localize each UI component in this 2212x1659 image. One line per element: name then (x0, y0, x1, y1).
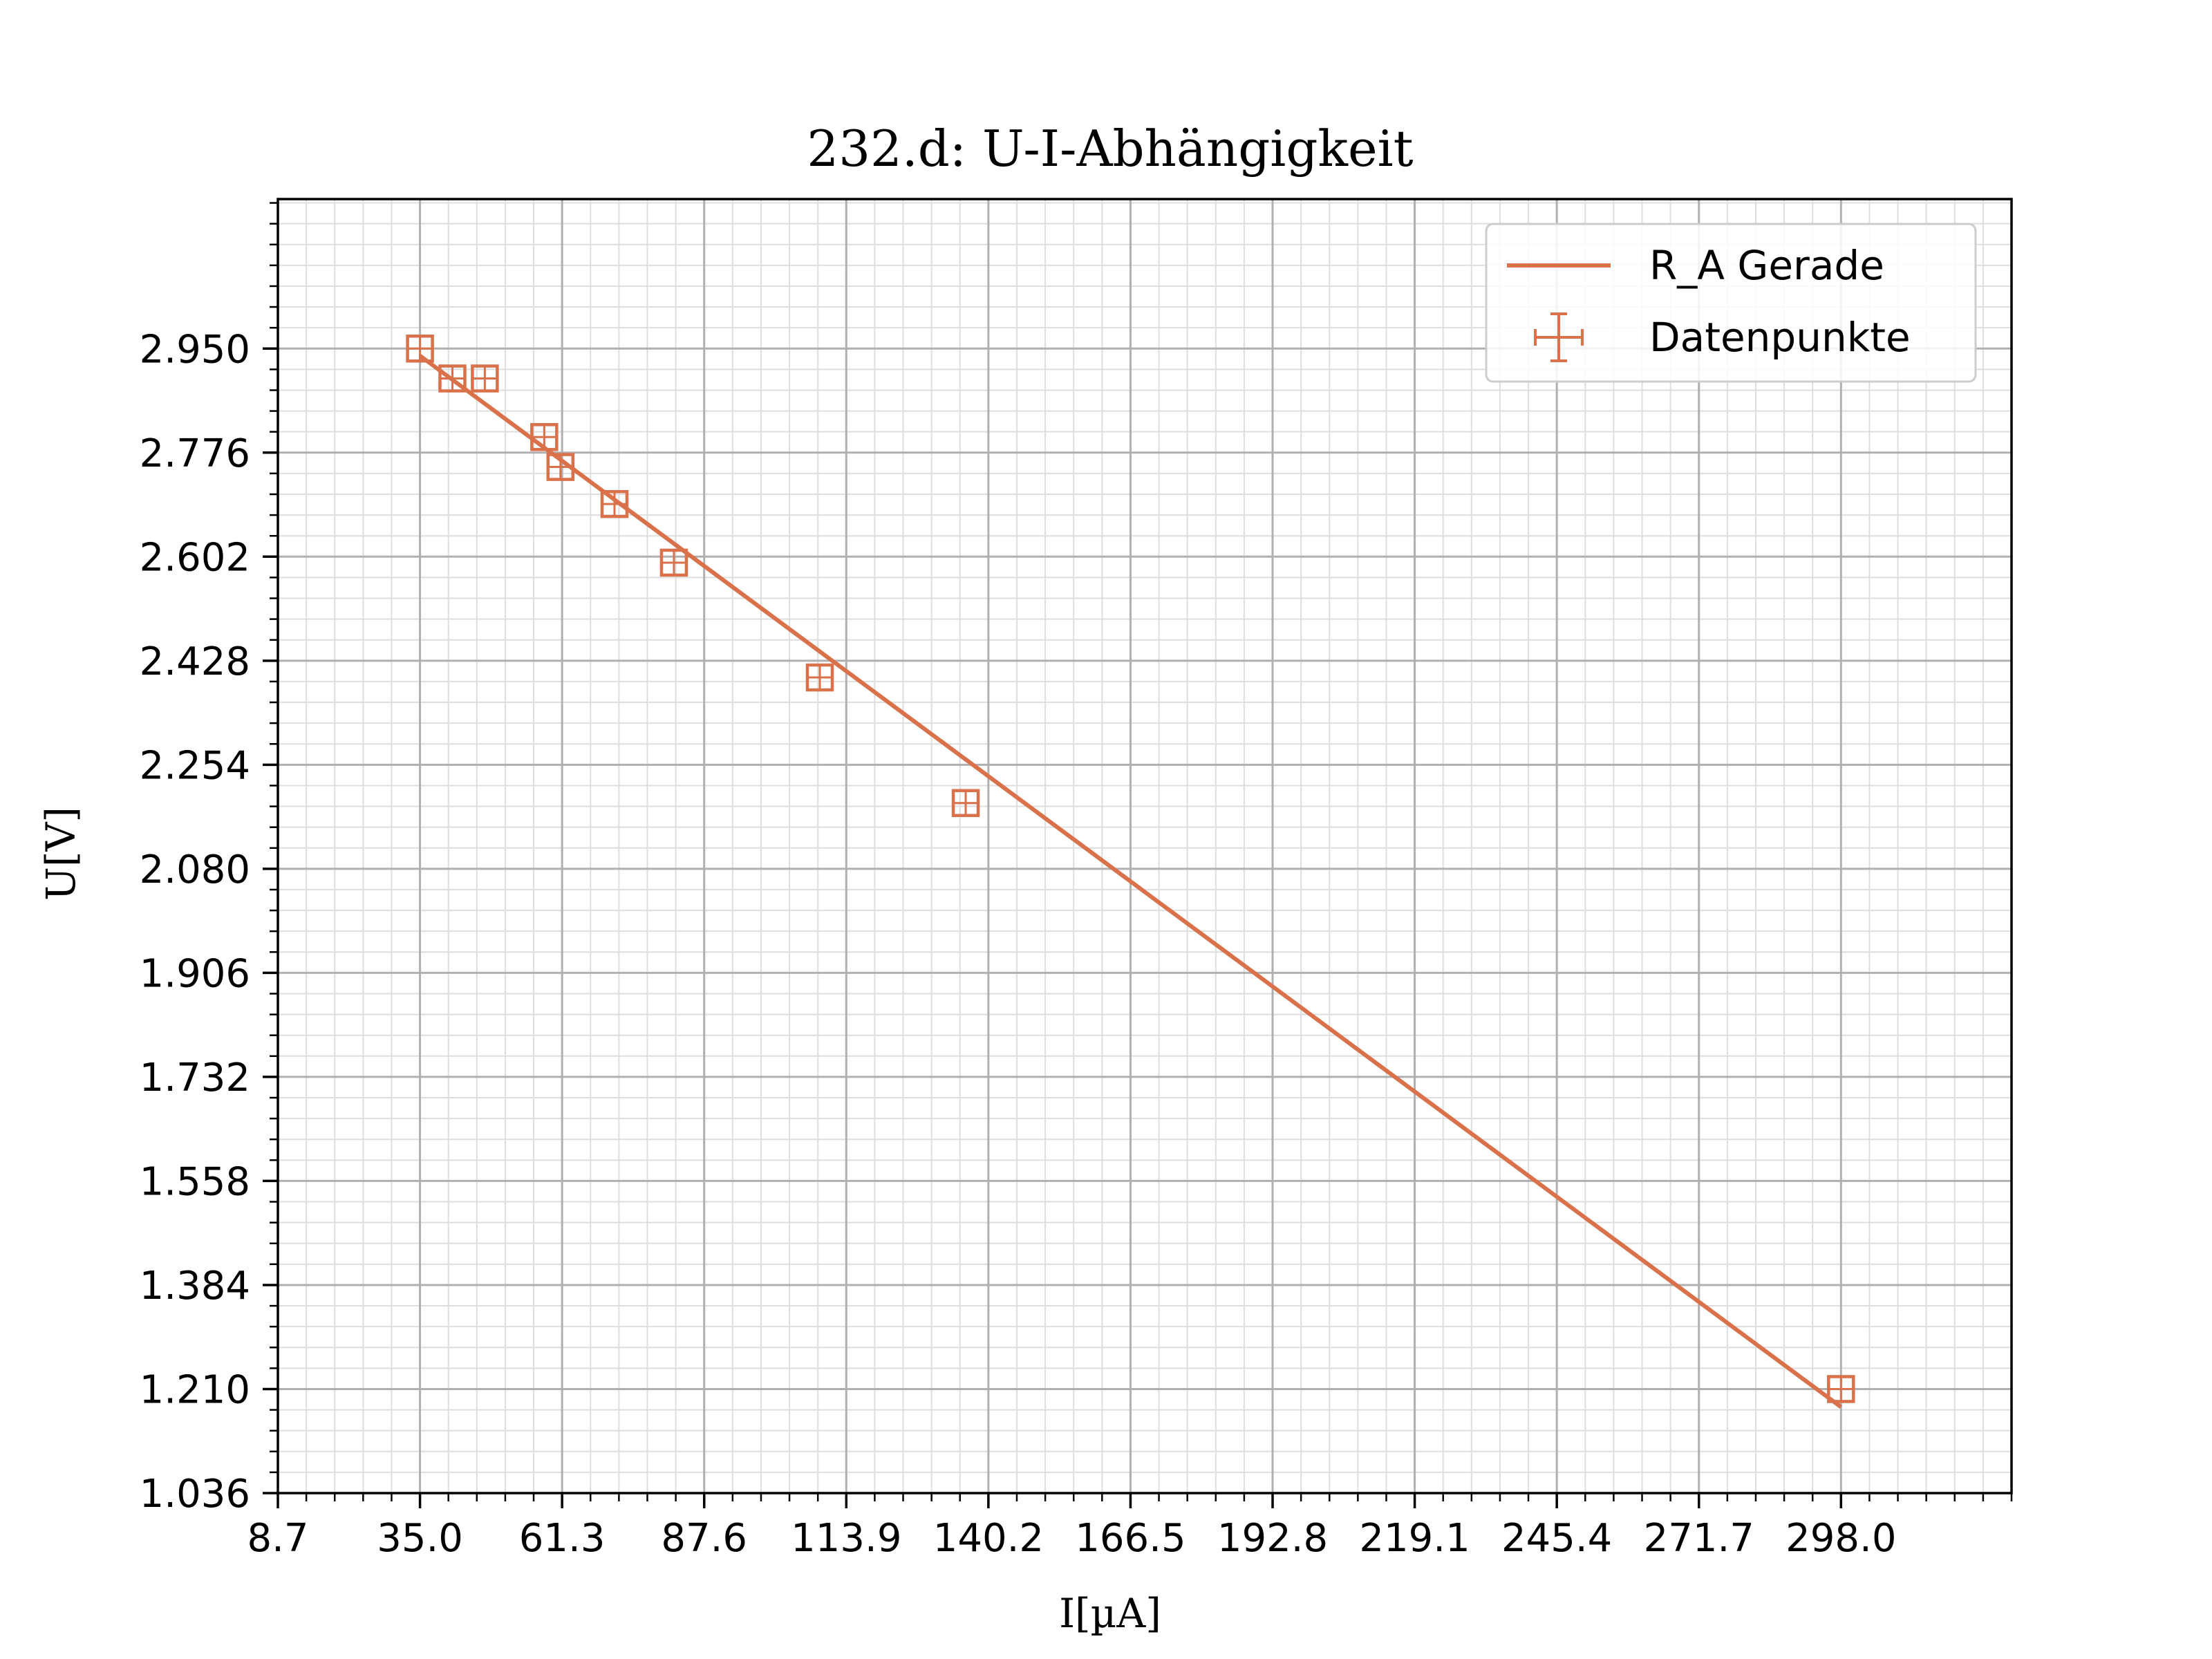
y-tick-label: 2.602 (140, 535, 250, 580)
y-tick-label: 1.036 (140, 1472, 250, 1517)
y-tick-label: 2.776 (140, 431, 250, 476)
y-tick-label: 1.558 (140, 1159, 250, 1204)
x-tick-label: 140.2 (933, 1516, 1044, 1561)
data-point (471, 364, 499, 393)
x-tick-label: 271.7 (1644, 1516, 1754, 1561)
chart-title: 232.d: U-I-Abhängigkeit (807, 120, 1413, 178)
x-tick-label: 166.5 (1075, 1516, 1185, 1561)
plot-area-frame (276, 198, 2013, 1494)
x-tick-label: 219.1 (1359, 1516, 1470, 1561)
x-tick-label: 87.6 (661, 1516, 747, 1561)
x-tick-label: 113.9 (791, 1516, 901, 1561)
data-point (659, 548, 688, 577)
x-axis-label: I[µA] (1059, 1590, 1161, 1637)
y-tick-label: 1.732 (140, 1056, 250, 1100)
data-point (530, 423, 559, 451)
legend-label-line: R_A Gerade (1649, 242, 1884, 289)
y-tick-label: 1.210 (140, 1367, 250, 1412)
data-point (406, 335, 434, 363)
data-point (951, 789, 980, 817)
data-point (805, 663, 834, 692)
x-tick-label: 298.0 (1785, 1516, 1896, 1561)
x-tick-label: 61.3 (519, 1516, 606, 1561)
plot-series (406, 335, 1855, 1409)
x-tick-label: 8.7 (247, 1516, 308, 1561)
y-tick-label: 2.950 (140, 327, 250, 372)
data-point (546, 453, 575, 481)
x-tick-label: 192.8 (1217, 1516, 1328, 1561)
axis-ticks: 8.7 35.0 61.3 87.6 113.9 140.2 166.5 192.8 219.1… (140, 202, 2013, 1561)
data-point (438, 364, 467, 393)
y-axis-label: U[V] (37, 807, 84, 901)
data-point (600, 489, 629, 518)
x-tick-label: 35.0 (377, 1516, 463, 1561)
legend-label-points: Datenpunkte (1649, 314, 1911, 361)
y-tick-label: 2.254 (140, 743, 250, 788)
legend-errorbar-swatch (1534, 312, 1584, 362)
y-tick-label: 1.906 (140, 951, 250, 996)
y-tick-label: 2.080 (140, 847, 250, 892)
x-tick-label: 245.4 (1501, 1516, 1612, 1561)
legend: R_A Gerade Datenpunkte (1485, 223, 1977, 383)
fit-line (418, 354, 1843, 1409)
data-point (1827, 1375, 1855, 1403)
y-tick-label: 2.428 (140, 639, 250, 684)
y-tick-label: 1.384 (140, 1264, 250, 1309)
